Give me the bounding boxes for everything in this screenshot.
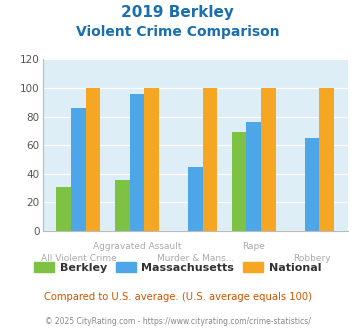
- Bar: [130, 94, 144, 231]
- Text: All Violent Crime: All Violent Crime: [40, 254, 116, 263]
- Bar: [305, 138, 320, 231]
- Bar: [320, 88, 334, 231]
- Bar: [188, 167, 203, 231]
- Bar: [203, 88, 217, 231]
- Text: Robbery: Robbery: [293, 254, 331, 263]
- Bar: [56, 187, 71, 231]
- Bar: [144, 88, 159, 231]
- Bar: [232, 132, 246, 231]
- Text: © 2025 CityRating.com - https://www.cityrating.com/crime-statistics/: © 2025 CityRating.com - https://www.city…: [45, 317, 310, 326]
- Bar: [71, 108, 86, 231]
- Bar: [261, 88, 275, 231]
- Text: Murder & Mans...: Murder & Mans...: [157, 254, 234, 263]
- Bar: [246, 122, 261, 231]
- Text: Compared to U.S. average. (U.S. average equals 100): Compared to U.S. average. (U.S. average …: [44, 292, 311, 302]
- Bar: [86, 88, 100, 231]
- Text: Violent Crime Comparison: Violent Crime Comparison: [76, 25, 279, 39]
- Text: Aggravated Assault: Aggravated Assault: [93, 243, 181, 251]
- Legend: Berkley, Massachusetts, National: Berkley, Massachusetts, National: [29, 258, 326, 278]
- Text: 2019 Berkley: 2019 Berkley: [121, 5, 234, 20]
- Text: Rape: Rape: [242, 243, 265, 251]
- Bar: [115, 180, 130, 231]
